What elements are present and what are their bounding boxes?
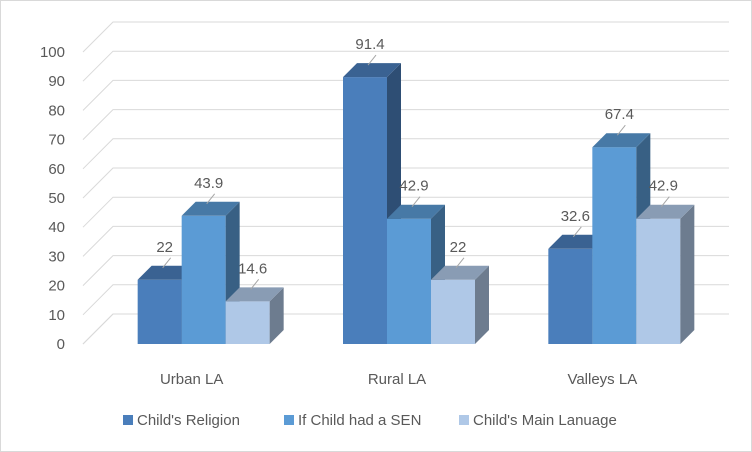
bar-top [431,265,489,280]
bar [225,287,284,344]
y-tick-label: 20 [48,278,65,295]
bar [343,63,401,344]
label-leader [250,279,260,290]
bar-top [592,133,651,148]
data-label: 43.9 [194,175,223,192]
bar-top [387,204,445,219]
gridline [82,196,729,228]
gridline [82,109,729,140]
data-label: 67.4 [605,106,634,123]
gridline [82,79,729,111]
bar-front [548,248,593,344]
y-tick-label: 70 [48,132,65,149]
data-label: 32.6 [561,208,590,225]
bar-front [592,147,637,344]
bars [137,63,695,344]
bar-side [475,265,489,344]
gridline [82,284,729,316]
gridline [82,225,729,257]
y-tick-label: 0 [57,336,65,353]
bar-front [636,218,681,344]
data-labels: 22 43.9 14.6 91.4 42.9 22 32.6 67.4 42.9 [156,36,678,290]
data-label: 22 [450,239,467,256]
y-tick-label: 100 [40,44,65,61]
label-leader [162,257,172,269]
gridline [82,313,729,345]
bar-front [137,279,182,344]
label-leader [616,124,626,136]
data-label: 42.9 [649,178,678,195]
data-label: 22 [156,239,173,256]
y-tick-label: 30 [48,248,65,265]
bar-front [181,215,226,344]
y-tick-label: 90 [48,73,65,90]
bar-top [636,204,695,219]
gridlines [82,21,729,345]
bar-front [343,77,387,344]
category-label: Rural LA [368,371,426,388]
label-leader [206,193,216,205]
bar-front [431,279,475,344]
legend-swatch [123,415,133,425]
y-tick-label: 80 [48,102,65,119]
label-leader [660,196,670,208]
bar-top [137,265,196,280]
legend-label: If Child had a SEN [298,412,421,429]
category-label: Urban LA [160,371,223,388]
gridline [82,167,729,199]
data-label: 14.6 [238,260,267,277]
gridline [82,255,729,286]
bar-side [269,287,284,344]
bar-top [225,287,284,302]
label-leader [455,257,465,269]
y-tick-label: 10 [48,307,65,324]
legend: Child's Religion If Child had a SEN Child'… [123,412,617,429]
y-tick-label: 40 [48,219,65,236]
bar [387,204,445,344]
legend-swatch [459,415,469,425]
gridline [82,138,729,170]
bar [636,204,695,344]
data-label: 42.9 [399,178,428,195]
legend-label: Child's Main Lanuage [473,412,617,429]
y-tick-label: 50 [48,190,65,207]
category-label: Valleys LA [567,371,637,388]
bar [431,265,489,344]
bar-front [225,301,270,344]
legend-swatch [284,415,294,425]
bar-side [680,204,695,344]
bar-top [548,234,607,249]
label-leader [572,226,582,238]
label-leader [411,196,421,208]
bar-top [343,63,401,78]
bar-top [181,201,240,216]
gridline [82,21,729,53]
legend-label: Child's Religion [137,412,240,429]
category-labels: Urban LA Rural LA Valleys LA [160,371,637,388]
label-leader [367,54,377,66]
y-axis-ticks: 0 10 20 30 40 50 60 70 80 90 100 [40,44,65,353]
bar-front [387,218,431,344]
data-label: 91.4 [355,36,384,53]
y-tick-label: 60 [48,161,65,178]
gridline [82,50,729,82]
